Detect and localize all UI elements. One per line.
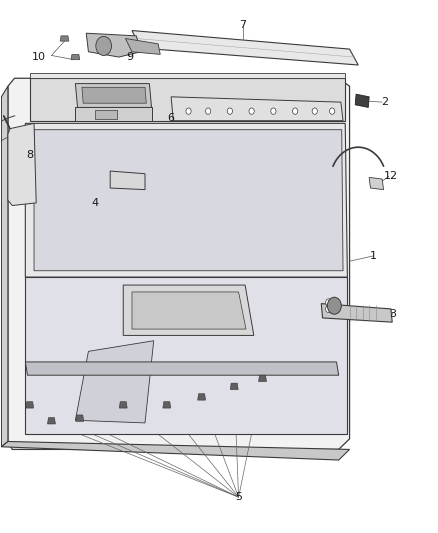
Circle shape xyxy=(96,36,112,55)
Text: 8: 8 xyxy=(26,150,33,160)
Circle shape xyxy=(271,108,276,114)
Text: 4: 4 xyxy=(92,198,99,208)
Text: 12: 12 xyxy=(384,172,398,181)
Circle shape xyxy=(249,108,254,114)
Text: 10: 10 xyxy=(32,52,46,62)
Circle shape xyxy=(325,299,332,306)
Polygon shape xyxy=(34,130,343,271)
Polygon shape xyxy=(132,30,358,65)
Polygon shape xyxy=(321,304,392,322)
Polygon shape xyxy=(75,341,154,423)
Polygon shape xyxy=(8,123,36,206)
Circle shape xyxy=(186,108,191,114)
Polygon shape xyxy=(8,78,350,449)
Text: 6: 6 xyxy=(168,113,175,123)
Polygon shape xyxy=(75,84,152,108)
Circle shape xyxy=(227,108,233,114)
Circle shape xyxy=(312,108,318,114)
Polygon shape xyxy=(86,33,141,57)
Polygon shape xyxy=(71,54,80,60)
Circle shape xyxy=(325,305,332,313)
Polygon shape xyxy=(95,110,117,119)
Polygon shape xyxy=(30,73,345,78)
Text: 2: 2 xyxy=(381,97,388,107)
Polygon shape xyxy=(76,415,84,421)
Polygon shape xyxy=(123,285,254,335)
Polygon shape xyxy=(132,292,246,329)
Polygon shape xyxy=(82,87,146,103)
Polygon shape xyxy=(125,38,160,54)
Polygon shape xyxy=(25,277,347,433)
Circle shape xyxy=(329,108,335,114)
Polygon shape xyxy=(171,97,343,120)
Text: 7: 7 xyxy=(240,20,247,30)
Polygon shape xyxy=(230,383,238,390)
Polygon shape xyxy=(110,171,145,190)
Polygon shape xyxy=(30,78,345,120)
Polygon shape xyxy=(1,86,8,447)
Circle shape xyxy=(293,108,298,114)
Polygon shape xyxy=(75,108,152,120)
Polygon shape xyxy=(60,36,69,41)
Polygon shape xyxy=(163,402,171,408)
Polygon shape xyxy=(369,177,384,190)
Text: 3: 3 xyxy=(389,309,396,319)
Polygon shape xyxy=(119,402,127,408)
Text: 5: 5 xyxy=(235,492,242,502)
Polygon shape xyxy=(25,362,339,375)
Polygon shape xyxy=(26,402,34,408)
Polygon shape xyxy=(1,441,350,460)
Polygon shape xyxy=(258,375,266,382)
Text: 1: 1 xyxy=(370,251,377,261)
Polygon shape xyxy=(355,94,369,108)
Polygon shape xyxy=(47,418,55,424)
Polygon shape xyxy=(198,394,205,400)
Circle shape xyxy=(205,108,211,114)
Text: 9: 9 xyxy=(126,52,133,62)
Circle shape xyxy=(327,297,341,314)
Polygon shape xyxy=(25,123,347,277)
